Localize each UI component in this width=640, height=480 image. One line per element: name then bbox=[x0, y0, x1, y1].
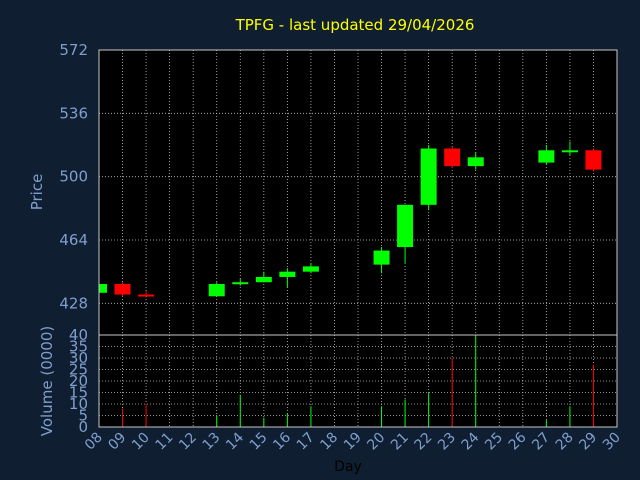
volume-tick-label: 35 bbox=[69, 338, 88, 356]
candle-body bbox=[99, 283, 107, 293]
candle-body bbox=[114, 283, 131, 295]
candle-body bbox=[467, 157, 484, 167]
chart-title: TPFG - last updated 29/04/2026 bbox=[235, 16, 475, 34]
candle-body bbox=[585, 150, 602, 170]
volume-tick-label: 0 bbox=[78, 418, 88, 436]
candle-body bbox=[302, 266, 319, 272]
price-tick-label: 428 bbox=[59, 294, 88, 312]
candle-body bbox=[444, 148, 461, 167]
candle-body bbox=[255, 276, 272, 283]
volume-tick-label: 25 bbox=[69, 361, 88, 379]
price-tick-labels: 428 464 500 536 572 bbox=[59, 41, 88, 312]
candle-body bbox=[208, 283, 225, 297]
volume-tick-label: 40 bbox=[69, 326, 88, 344]
candle-body bbox=[373, 250, 390, 265]
price-tick-label: 500 bbox=[59, 168, 88, 186]
volume-plot-border bbox=[98, 334, 618, 428]
price-tick-label: 536 bbox=[59, 104, 88, 122]
price-tick-label: 572 bbox=[59, 41, 88, 59]
price-axis-label: Price bbox=[28, 174, 46, 211]
volume-tick-label: 10 bbox=[69, 395, 88, 413]
price-tick-label: 464 bbox=[59, 231, 88, 249]
candle-body bbox=[420, 148, 437, 205]
candle-body bbox=[232, 282, 249, 285]
volume-tick-label: 20 bbox=[69, 372, 88, 390]
x-tick-labels: 08 09 10 11 12 13 14 15 16 17 18 19 20 21 22 23 24 25 26 27… bbox=[82, 429, 624, 453]
candle-body bbox=[138, 294, 155, 297]
volume-tick-label: 15 bbox=[69, 384, 88, 402]
volume-tick-label: 5 bbox=[78, 407, 88, 425]
x-axis-label: Day bbox=[334, 459, 362, 475]
candles bbox=[98, 141, 602, 297]
candle-body bbox=[561, 150, 578, 153]
candle-body bbox=[279, 271, 296, 277]
volume-axis-label: Volume (0000) bbox=[38, 326, 56, 436]
volume-tick-label: 30 bbox=[69, 349, 88, 367]
candle-body bbox=[538, 150, 555, 163]
candle-body bbox=[397, 204, 414, 248]
volume-bars bbox=[122, 335, 594, 427]
